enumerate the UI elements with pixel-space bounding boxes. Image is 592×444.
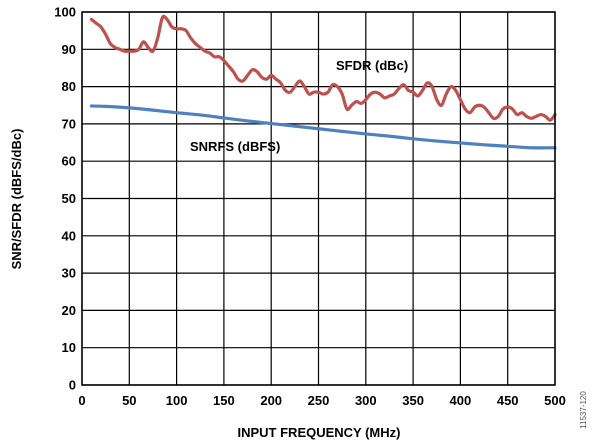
y-tick-label: 40	[62, 228, 76, 243]
x-tick-label: 50	[122, 393, 136, 408]
series-layer	[89, 14, 557, 150]
x-tick-label: 0	[78, 393, 85, 408]
plot-area-frame	[81, 11, 556, 386]
y-tick-label: 30	[62, 266, 76, 281]
y-tick-label: 80	[62, 79, 76, 94]
x-tick-label: 250	[308, 393, 330, 408]
series-line-sfdr	[89, 14, 557, 122]
y-axis-ticks: 0 10 20 30 40 50 60 70 80 90 100	[54, 5, 76, 393]
y-tick-label: 50	[62, 191, 76, 206]
x-axis-ticks: 0 50 100 150 200 250 300 350 400 450 500	[78, 393, 565, 408]
x-tick-label: 350	[402, 393, 424, 408]
series-label-sfdr: SFDR (dBc)	[336, 58, 408, 73]
y-tick-label: 0	[69, 378, 76, 393]
x-axis-title: INPUT FREQUENCY (MHz)	[238, 425, 401, 440]
series-line-snrfs	[89, 104, 557, 150]
y-tick-label: 20	[62, 303, 76, 318]
x-tick-label: 100	[166, 393, 188, 408]
x-tick-label: 500	[544, 393, 566, 408]
y-axis-title: SNR/SFDR (dBFS/dBc)	[9, 129, 24, 270]
series-label-snrfs: SNRFS (dBFS)	[190, 139, 280, 154]
y-tick-label: 60	[62, 154, 76, 169]
x-tick-label: 150	[213, 393, 235, 408]
y-tick-label: 100	[54, 5, 76, 20]
y-tick-label: 70	[62, 116, 76, 131]
y-tick-label: 90	[62, 42, 76, 57]
x-tick-label: 200	[260, 393, 282, 408]
x-tick-label: 400	[450, 393, 472, 408]
x-tick-label: 450	[497, 393, 519, 408]
figure-id: 11537-120	[579, 391, 588, 429]
chart-grid	[81, 11, 556, 386]
y-tick-label: 10	[62, 340, 76, 355]
x-tick-label: 300	[355, 393, 377, 408]
